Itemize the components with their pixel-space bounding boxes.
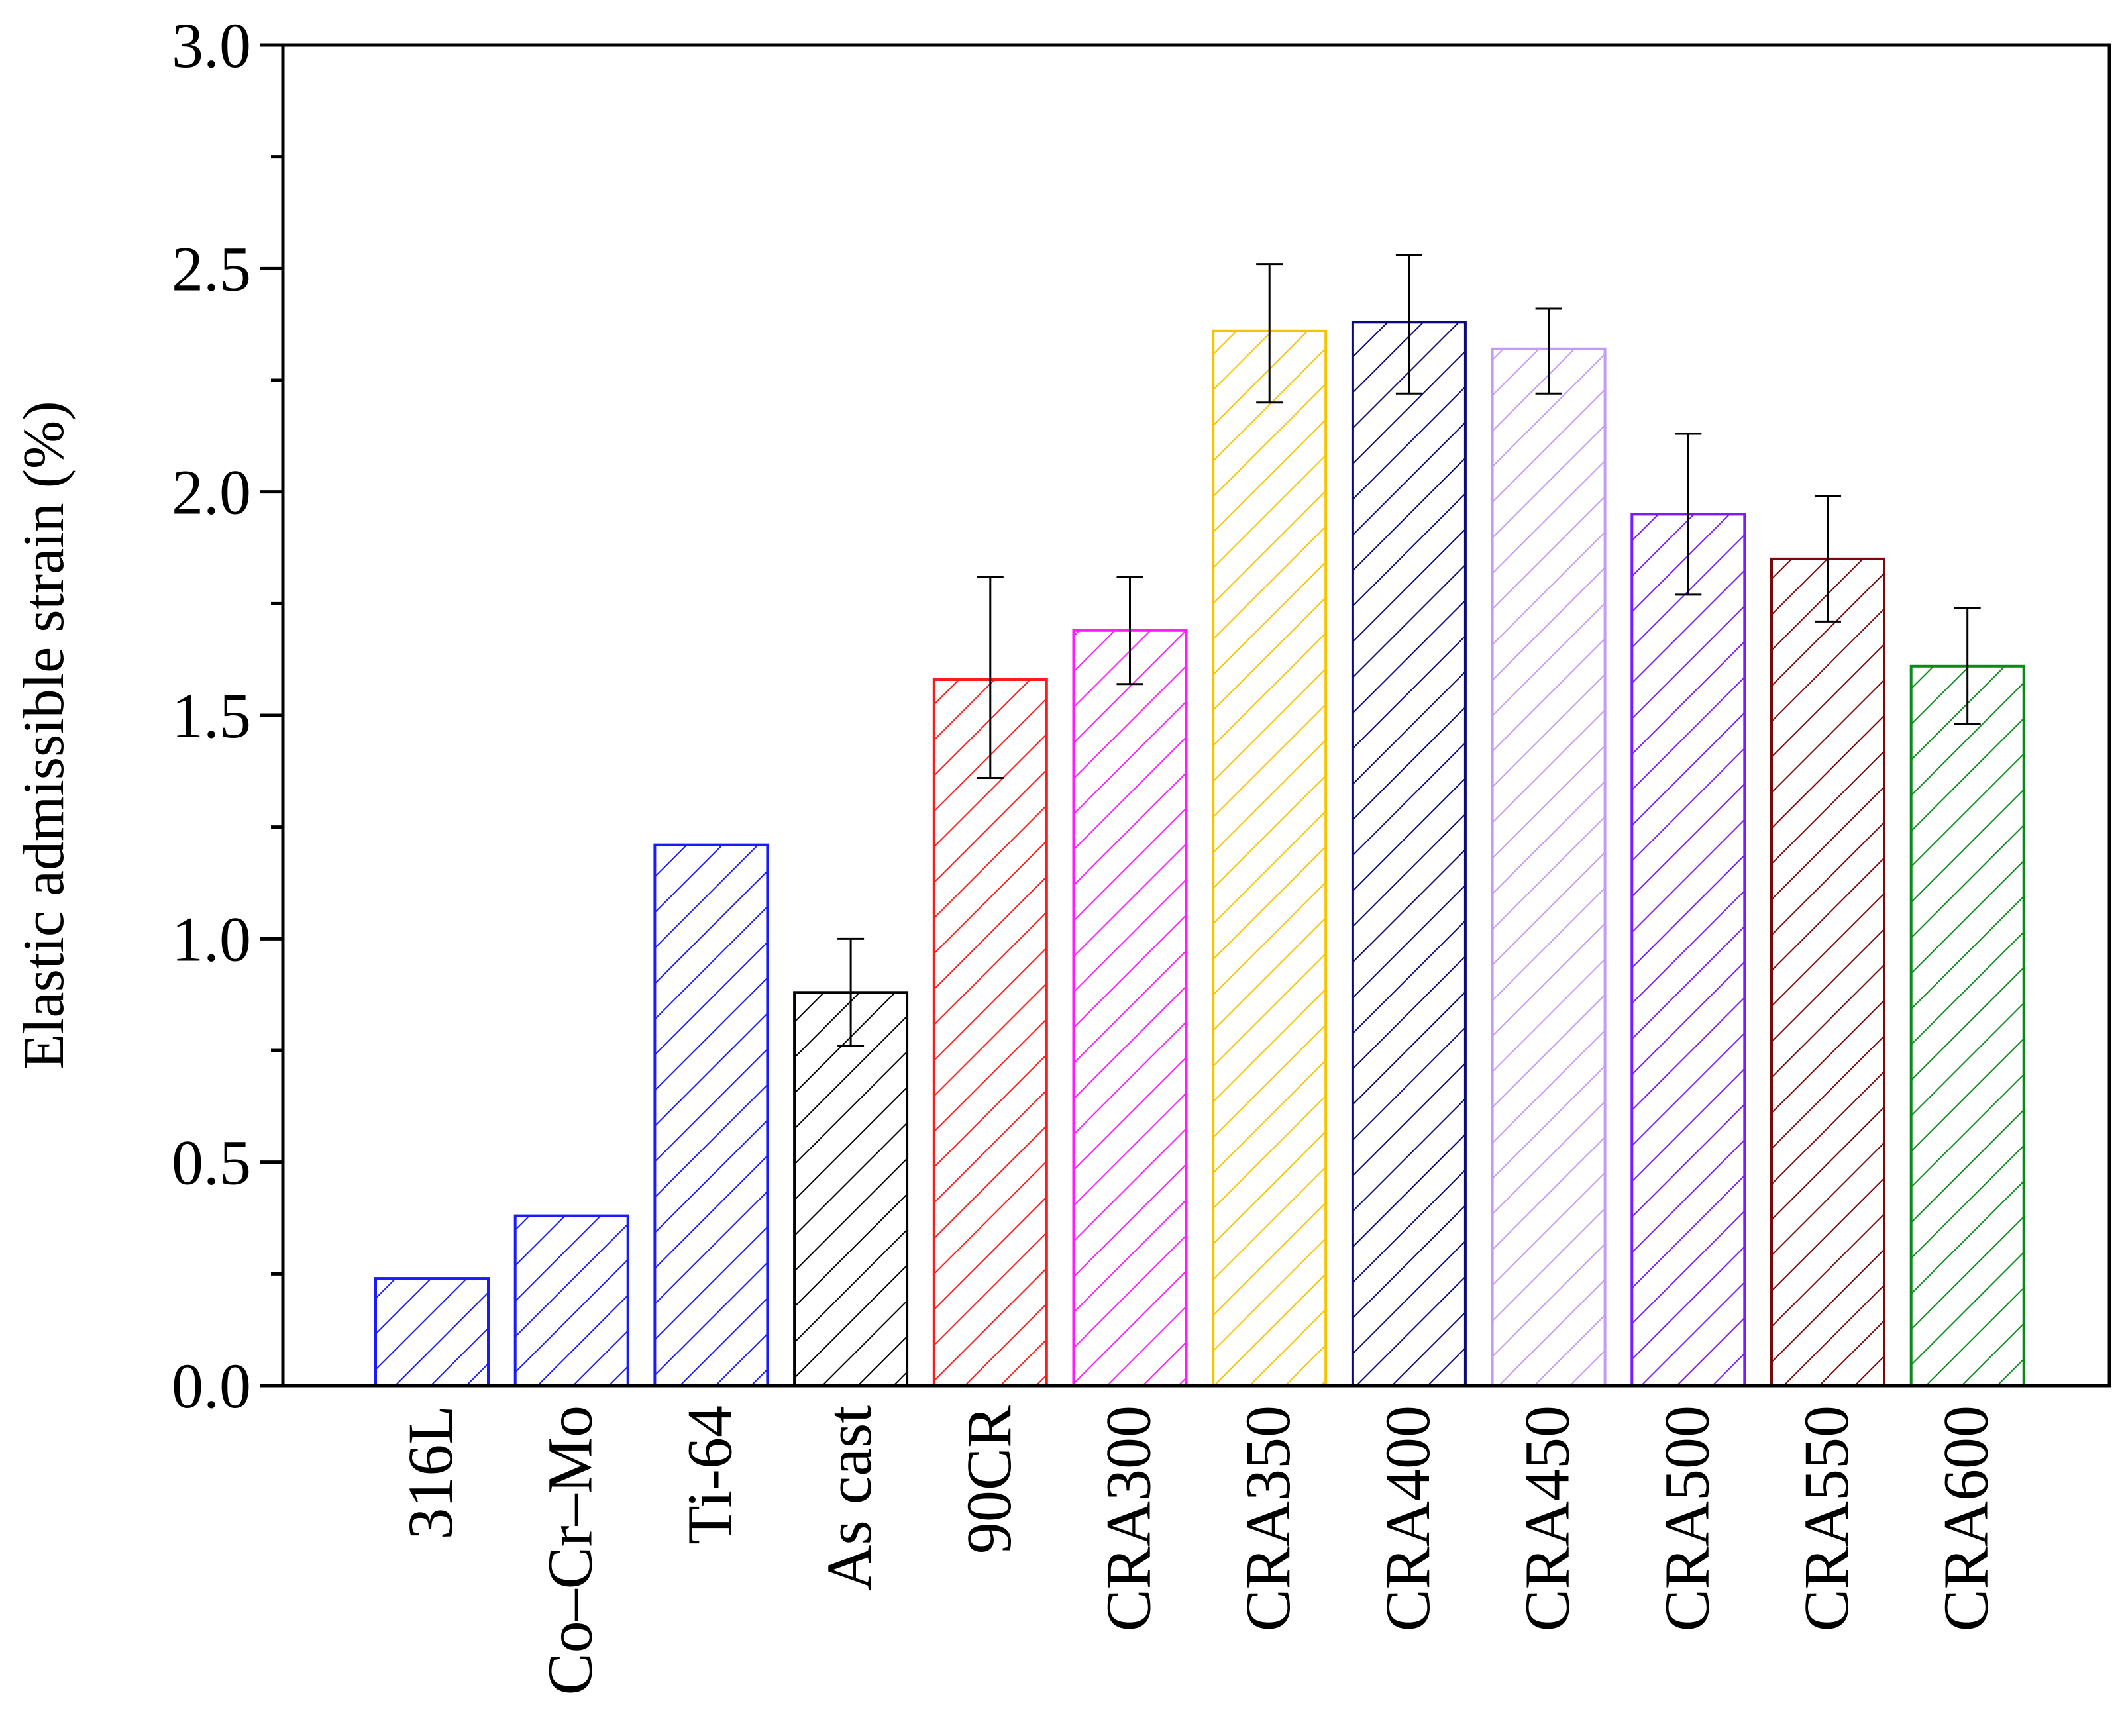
y-tick-label: 0.5 [172, 1127, 251, 1198]
x-tick-label: CRA350 [1232, 1405, 1303, 1631]
error-bar [1535, 307, 1562, 395]
bar [1351, 321, 1467, 1387]
bar-group [374, 321, 2025, 1388]
x-tick-label: Ti-64 [674, 1405, 745, 1545]
x-tick-label: CRA450 [1512, 1405, 1583, 1631]
x-axis: 316L Co–Cr–Mo Ti-64 As cast 90CR CRA300 CRA350… [395, 1405, 2001, 1696]
bar [1212, 329, 1328, 1388]
x-tick-label: Co–Cr–Mo [535, 1405, 606, 1695]
error-bar [837, 937, 865, 1047]
x-tick-label: As cast [814, 1405, 884, 1591]
bar [932, 678, 1048, 1387]
y-tick-label: 1.0 [172, 903, 251, 974]
error-bar-group [837, 254, 1981, 1047]
y-tick-label: 2.0 [172, 457, 251, 528]
y-axis: 0.0 0.5 1.0 1.5 2.0 2.5 3.0 [172, 10, 283, 1421]
x-tick-label: 90CR [953, 1405, 1024, 1554]
error-bar [1256, 263, 1283, 404]
y-tick-label: 2.5 [172, 233, 251, 304]
error-bar [1675, 433, 1702, 596]
error-bar [1116, 576, 1143, 686]
x-tick-label: 316L [395, 1405, 466, 1540]
error-bar [1395, 254, 1422, 395]
x-tick-label: CRA550 [1791, 1405, 1862, 1631]
bar [1491, 347, 1607, 1387]
bar [1072, 629, 1188, 1387]
x-tick-label: CRA500 [1651, 1405, 1722, 1631]
bar [1909, 664, 2025, 1388]
y-axis-title: Elastic admissible strain (%) [12, 401, 76, 1069]
y-tick-label: 0.0 [172, 1351, 251, 1421]
bar [793, 991, 909, 1387]
error-bar [1954, 607, 1981, 725]
x-tick-label: CRA600 [1931, 1405, 2001, 1631]
x-tick-label: CRA300 [1093, 1405, 1164, 1631]
bar [1630, 513, 1746, 1387]
bar [653, 843, 769, 1387]
x-tick-label: CRA400 [1372, 1405, 1443, 1631]
y-tick-label: 1.5 [172, 680, 251, 751]
bar [513, 1214, 629, 1388]
bar [1770, 557, 1885, 1387]
bar [374, 1277, 490, 1387]
error-bar [977, 576, 1004, 779]
y-tick-label: 3.0 [172, 10, 251, 81]
error-bar [1815, 495, 1841, 623]
